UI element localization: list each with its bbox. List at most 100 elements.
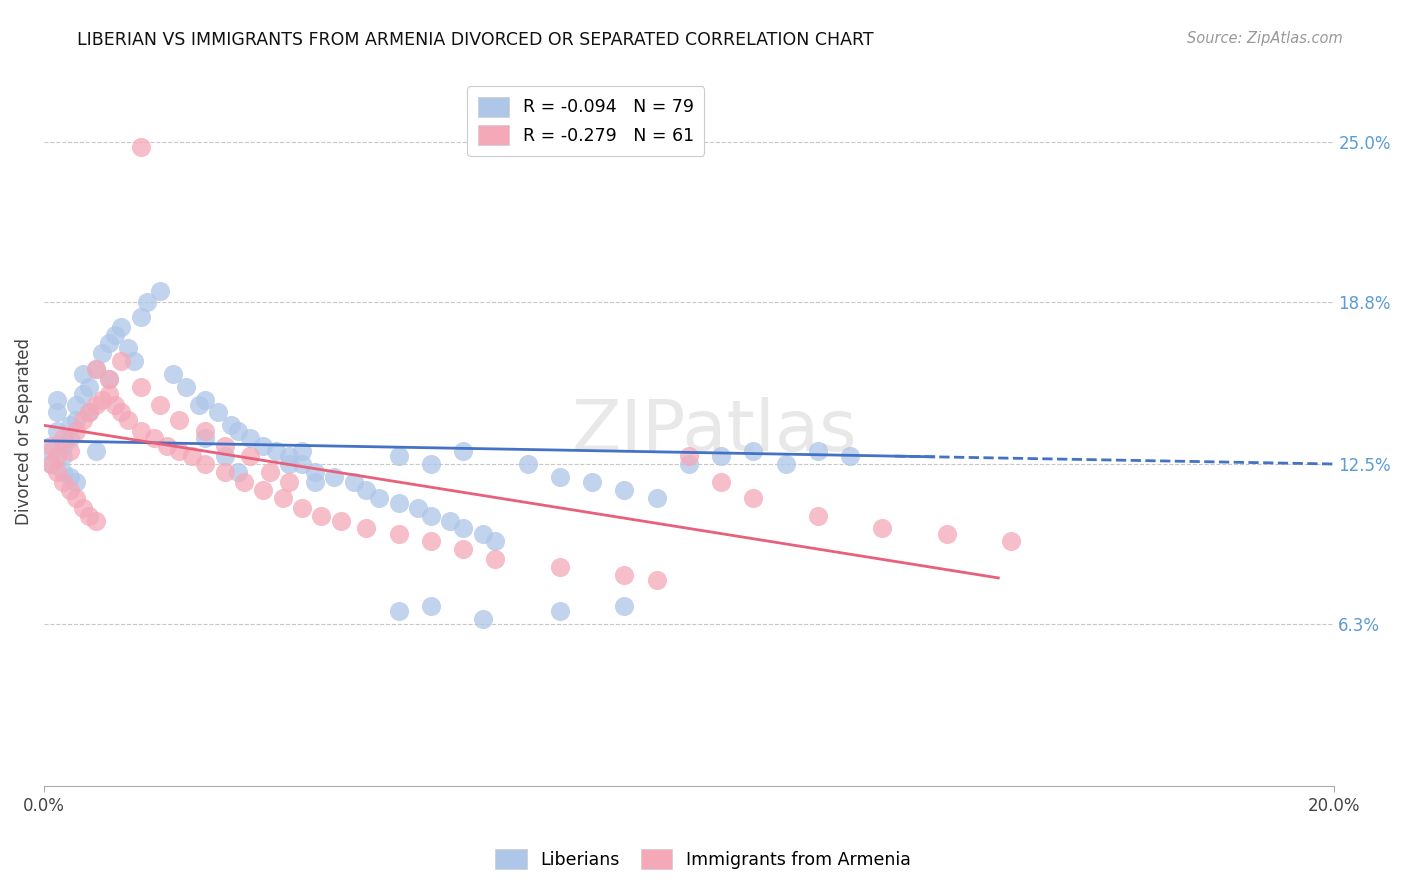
Point <box>97 372 120 386</box>
Point <box>451 444 474 458</box>
Text: ZIPatlas: ZIPatlas <box>572 397 858 467</box>
Point <box>117 413 139 427</box>
Text: LIBERIAN VS IMMIGRANTS FROM ARMENIA DIVORCED OR SEPARATED CORRELATION CHART: LIBERIAN VS IMMIGRANTS FROM ARMENIA DIVO… <box>77 31 875 49</box>
Point <box>264 444 287 458</box>
Point <box>52 450 75 464</box>
Point <box>214 465 236 479</box>
Point <box>419 599 441 613</box>
Point <box>77 405 100 419</box>
Point <box>110 354 132 368</box>
Point <box>471 526 494 541</box>
Point <box>84 444 107 458</box>
Point <box>451 521 474 535</box>
Point <box>645 573 668 587</box>
Point <box>271 491 294 505</box>
Point <box>678 457 700 471</box>
Point <box>356 521 378 535</box>
Point <box>129 380 152 394</box>
Point <box>129 310 152 325</box>
Point <box>52 439 75 453</box>
Point <box>613 567 636 582</box>
Point <box>104 328 127 343</box>
Point <box>129 140 152 154</box>
Point <box>155 439 177 453</box>
Point <box>169 413 191 427</box>
Point <box>104 398 127 412</box>
Point <box>77 380 100 394</box>
Point <box>52 431 75 445</box>
Point <box>117 341 139 355</box>
Point <box>72 387 94 401</box>
Point <box>149 285 172 299</box>
Point <box>291 444 314 458</box>
Point <box>214 439 236 453</box>
Point <box>194 424 217 438</box>
Point <box>97 372 120 386</box>
Point <box>84 361 107 376</box>
Point <box>388 604 411 618</box>
Point <box>110 405 132 419</box>
Point <box>278 475 301 489</box>
Point <box>581 475 603 489</box>
Point <box>39 444 62 458</box>
Point <box>46 450 69 464</box>
Point <box>742 491 765 505</box>
Point <box>870 521 893 535</box>
Point <box>187 398 209 412</box>
Point <box>304 475 326 489</box>
Point <box>807 508 830 523</box>
Point <box>194 431 217 445</box>
Point <box>935 526 957 541</box>
Point <box>207 405 229 419</box>
Point <box>252 439 274 453</box>
Point <box>239 450 262 464</box>
Point <box>406 500 429 515</box>
Point <box>181 450 204 464</box>
Point <box>59 418 82 433</box>
Point <box>645 491 668 505</box>
Point <box>484 534 506 549</box>
Point <box>65 475 87 489</box>
Point <box>124 354 146 368</box>
Point <box>710 450 733 464</box>
Point <box>226 424 249 438</box>
Point <box>72 500 94 515</box>
Point <box>65 491 87 505</box>
Point <box>419 508 441 523</box>
Point <box>742 444 765 458</box>
Point <box>46 465 69 479</box>
Point <box>129 424 152 438</box>
Point <box>136 294 159 309</box>
Point <box>291 457 314 471</box>
Point <box>548 604 571 618</box>
Point <box>451 542 474 557</box>
Point <box>259 465 281 479</box>
Point <box>65 424 87 438</box>
Point <box>439 514 461 528</box>
Point <box>91 392 114 407</box>
Point <box>807 444 830 458</box>
Point <box>613 483 636 497</box>
Point <box>516 457 538 471</box>
Point <box>233 475 256 489</box>
Point <box>613 599 636 613</box>
Point <box>356 483 378 497</box>
Point <box>388 450 411 464</box>
Point <box>1000 534 1022 549</box>
Point <box>46 424 69 438</box>
Point <box>839 450 862 464</box>
Point <box>52 465 75 479</box>
Point <box>194 457 217 471</box>
Point <box>548 560 571 574</box>
Legend: R = -0.094   N = 79, R = -0.279   N = 61: R = -0.094 N = 79, R = -0.279 N = 61 <box>467 87 704 156</box>
Point <box>39 439 62 453</box>
Point <box>46 405 69 419</box>
Point <box>72 413 94 427</box>
Point <box>471 612 494 626</box>
Point <box>304 465 326 479</box>
Point <box>368 491 391 505</box>
Point <box>678 450 700 464</box>
Point <box>388 526 411 541</box>
Point <box>110 320 132 334</box>
Point <box>252 483 274 497</box>
